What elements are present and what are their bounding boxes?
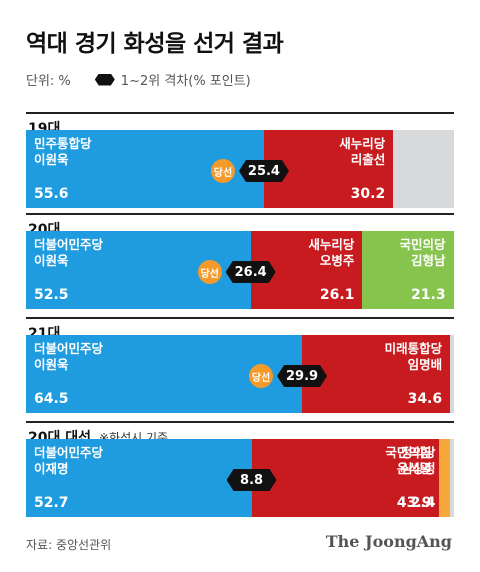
candidate-name: 미래통합당 임명배 — [385, 341, 443, 373]
stacked-bar: 국민의당 김형남 21.3 새누리당 오병주 26.1 더불어민주당 이원욱 52.5 26.4 당… — [26, 231, 454, 309]
bar-segment-red: 국민의힘 윤석열 43.9 — [251, 439, 440, 517]
section-divider — [26, 213, 454, 215]
candidate-name: 임명배 — [407, 357, 443, 372]
candidate-name: 윤석열 — [396, 461, 432, 476]
party-name: 새누리당 — [339, 136, 386, 151]
vote-share-label: 21.3 — [411, 287, 446, 303]
bar-segment-green: 국민의당 김형남 21.3 — [362, 231, 454, 309]
gap-badge: 25.4 — [238, 160, 289, 182]
result-section: 20대 대선 ※화성시 기준 국민의힘 윤석열 43.9 더불어민주당 이재명 52.7 정의당… — [26, 421, 454, 517]
elected-badge: 당선 — [197, 260, 222, 284]
candidate-name: 김형남 — [411, 253, 446, 268]
legend: 단위: % 1~2위 격차(% 포인트) — [26, 70, 251, 89]
candidate-name: 이원욱 — [34, 152, 69, 167]
party-name: 더불어민주당 — [34, 341, 104, 356]
candidate-name: 민주통합당 이원욱 — [34, 136, 92, 168]
result-section: 21대 미래통합당 임명배 34.6 더불어민주당 이원욱 64.5 29.9 당선 — [26, 317, 454, 413]
vote-share-label: 26.1 — [319, 287, 355, 303]
candidate-name: 국민의당 김형남 — [400, 237, 446, 269]
candidate-name: 국민의힘 윤석열 — [385, 445, 431, 477]
candidate-name: 새누리당 리출선 — [339, 136, 385, 168]
candidate-name: 이재명 — [34, 461, 69, 476]
party-name: 미래통합당 — [384, 341, 443, 356]
source-note: 자료: 중앙선관위 — [26, 538, 112, 552]
elected-badge: 당선 — [249, 364, 274, 388]
vote-share-label: 55.6 — [34, 186, 69, 202]
gap-legend-label: 1~2위 격차(% 포인트) — [120, 74, 251, 89]
candidate-name: 리출선 — [350, 152, 386, 167]
stacked-bar: 미래통합당 임명배 34.6 더불어민주당 이원욱 64.5 29.9 당선 — [26, 335, 454, 413]
section-divider — [26, 317, 454, 319]
result-section: 19대 새누리당 리출선 30.2 민주통합당 이원욱 55.6 25.4 당선 — [26, 112, 454, 208]
party-name: 국민의당 — [399, 237, 446, 252]
bar-segment-blue: 더불어민주당 이재명 52.7 — [26, 439, 252, 517]
vote-share-label: 52.5 — [34, 287, 69, 303]
candidate-name: 더불어민주당 이원욱 — [34, 237, 103, 269]
candidate-name: 새누리당 오병주 — [308, 237, 354, 269]
candidate-name: 오병주 — [319, 253, 355, 268]
vote-share-label: 2.4 — [410, 495, 436, 511]
chart-title: 역대 경기 화성을 선거 결과 — [26, 31, 284, 57]
section-divider — [26, 421, 454, 423]
candidate-name: 정의당 심상정 — [401, 445, 436, 477]
unit-label: 단위: % — [26, 74, 71, 89]
gap-badge: 8.8 — [226, 469, 277, 491]
vote-share-label: 30.2 — [350, 186, 386, 202]
candidate-name: 더불어민주당 이재명 — [34, 445, 103, 477]
vote-share-label: 43.9 — [396, 495, 432, 511]
party-name: 더불어민주당 — [34, 445, 104, 460]
candidate-name: 이원욱 — [34, 357, 69, 372]
section-divider — [26, 112, 454, 114]
candidate-name: 이원욱 — [34, 253, 69, 268]
stacked-bar: 새누리당 리출선 30.2 민주통합당 이원욱 55.6 25.4 당선 — [26, 130, 454, 208]
party-name: 국민의힘 — [385, 445, 432, 460]
candidate-name: 심상정 — [400, 461, 436, 476]
gap-badge: 29.9 — [277, 365, 328, 387]
party-name: 정의당 — [400, 445, 436, 460]
elected-badge: 당선 — [210, 159, 235, 183]
brand-logo: The JoongAng — [325, 532, 452, 551]
bar-segment-orange — [439, 439, 450, 517]
party-name: 민주통합당 — [34, 136, 92, 151]
stacked-bar: 국민의힘 윤석열 43.9 더불어민주당 이재명 52.7 정의당 심상정 2.4 8.8 — [26, 439, 454, 517]
party-name: 새누리당 — [308, 237, 355, 252]
vote-share-label: 52.7 — [34, 495, 69, 511]
result-section: 20대 국민의당 김형남 21.3 새누리당 오병주 26.1 더불어민주당 이원욱 52.5 26… — [26, 213, 454, 309]
vote-share-label: 34.6 — [407, 391, 443, 407]
gap-badge: 26.4 — [225, 261, 276, 283]
party-name: 더불어민주당 — [34, 237, 104, 252]
vote-share-label: 64.5 — [34, 391, 69, 407]
candidate-name: 더불어민주당 이원욱 — [34, 341, 103, 373]
bar-segment-red: 미래통합당 임명배 34.6 — [302, 335, 451, 413]
gap-hexagon-icon — [94, 73, 115, 86]
